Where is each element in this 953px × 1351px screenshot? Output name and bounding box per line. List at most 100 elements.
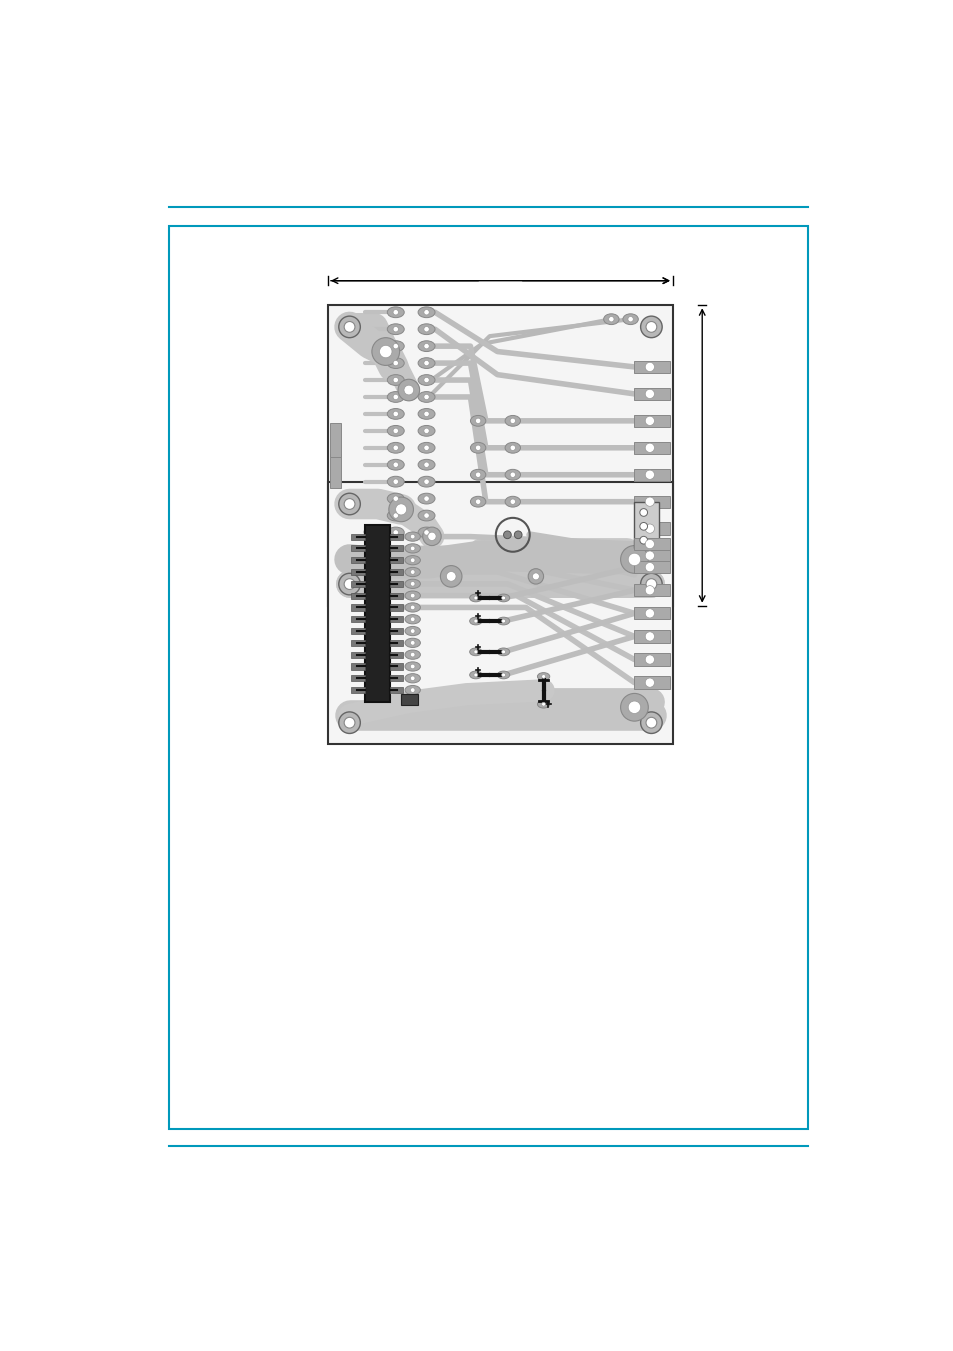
Circle shape: [644, 562, 654, 571]
Circle shape: [338, 493, 360, 515]
Bar: [389, 557, 403, 563]
Bar: [389, 688, 403, 693]
Circle shape: [510, 499, 515, 504]
Ellipse shape: [387, 340, 404, 351]
Bar: [389, 604, 403, 611]
Circle shape: [644, 389, 654, 399]
Circle shape: [410, 688, 415, 693]
Ellipse shape: [405, 685, 420, 694]
Bar: [634, 361, 669, 373]
Circle shape: [644, 470, 654, 480]
Ellipse shape: [405, 674, 420, 682]
Circle shape: [427, 532, 436, 540]
Ellipse shape: [417, 324, 435, 335]
Circle shape: [645, 322, 656, 332]
Circle shape: [344, 499, 355, 509]
Bar: [389, 676, 403, 681]
Circle shape: [393, 411, 398, 416]
Bar: [351, 663, 365, 670]
Circle shape: [620, 546, 648, 573]
Circle shape: [389, 497, 413, 521]
Bar: [351, 640, 365, 646]
Circle shape: [338, 712, 360, 734]
Bar: [351, 581, 365, 586]
Circle shape: [393, 343, 398, 349]
Circle shape: [628, 553, 640, 566]
Circle shape: [644, 497, 654, 507]
Bar: [389, 663, 403, 670]
Circle shape: [423, 394, 429, 400]
Circle shape: [410, 534, 415, 539]
Circle shape: [403, 385, 414, 394]
Circle shape: [397, 380, 419, 401]
Circle shape: [501, 673, 505, 677]
Circle shape: [620, 693, 648, 721]
Circle shape: [423, 411, 429, 416]
Circle shape: [410, 653, 415, 657]
Ellipse shape: [469, 617, 481, 626]
Bar: [389, 593, 403, 598]
Ellipse shape: [470, 496, 485, 507]
Circle shape: [379, 346, 392, 358]
Ellipse shape: [405, 532, 420, 542]
Circle shape: [645, 578, 656, 589]
Circle shape: [393, 480, 398, 485]
Ellipse shape: [497, 594, 509, 601]
Ellipse shape: [405, 650, 420, 659]
Ellipse shape: [405, 603, 420, 612]
Circle shape: [627, 316, 633, 322]
Ellipse shape: [405, 590, 420, 600]
Circle shape: [393, 462, 398, 467]
Circle shape: [338, 573, 360, 594]
Bar: [170, 226, 807, 1129]
Ellipse shape: [622, 313, 638, 324]
Ellipse shape: [417, 426, 435, 436]
Ellipse shape: [405, 615, 420, 624]
Circle shape: [410, 676, 415, 681]
Ellipse shape: [417, 340, 435, 351]
Ellipse shape: [387, 307, 404, 317]
Bar: [365, 524, 389, 703]
Ellipse shape: [504, 442, 520, 453]
Circle shape: [501, 596, 505, 600]
Ellipse shape: [387, 392, 404, 403]
Bar: [400, 694, 417, 705]
Circle shape: [410, 617, 415, 621]
Circle shape: [541, 703, 545, 707]
Bar: [351, 688, 365, 693]
Ellipse shape: [387, 408, 404, 419]
Circle shape: [393, 394, 398, 400]
Bar: [634, 561, 669, 573]
Circle shape: [410, 640, 415, 646]
Circle shape: [423, 480, 429, 485]
Circle shape: [644, 539, 654, 549]
Bar: [389, 581, 403, 586]
Bar: [389, 651, 403, 658]
Circle shape: [644, 585, 654, 594]
Circle shape: [475, 419, 480, 423]
Circle shape: [423, 343, 429, 349]
Circle shape: [644, 443, 654, 453]
Circle shape: [393, 513, 398, 519]
Ellipse shape: [537, 673, 549, 681]
Bar: [351, 593, 365, 598]
Circle shape: [423, 428, 429, 434]
Bar: [634, 584, 669, 596]
Ellipse shape: [387, 511, 404, 521]
Circle shape: [474, 619, 477, 623]
Bar: [634, 523, 669, 535]
Ellipse shape: [387, 374, 404, 385]
Ellipse shape: [469, 671, 481, 678]
Ellipse shape: [417, 374, 435, 385]
Ellipse shape: [405, 662, 420, 671]
Circle shape: [395, 504, 406, 515]
Ellipse shape: [470, 469, 485, 480]
Circle shape: [344, 322, 355, 332]
Ellipse shape: [387, 459, 404, 470]
Ellipse shape: [417, 527, 435, 538]
Bar: [351, 616, 365, 623]
Bar: [351, 534, 365, 539]
Circle shape: [645, 717, 656, 728]
Circle shape: [475, 499, 480, 504]
Circle shape: [644, 678, 654, 688]
